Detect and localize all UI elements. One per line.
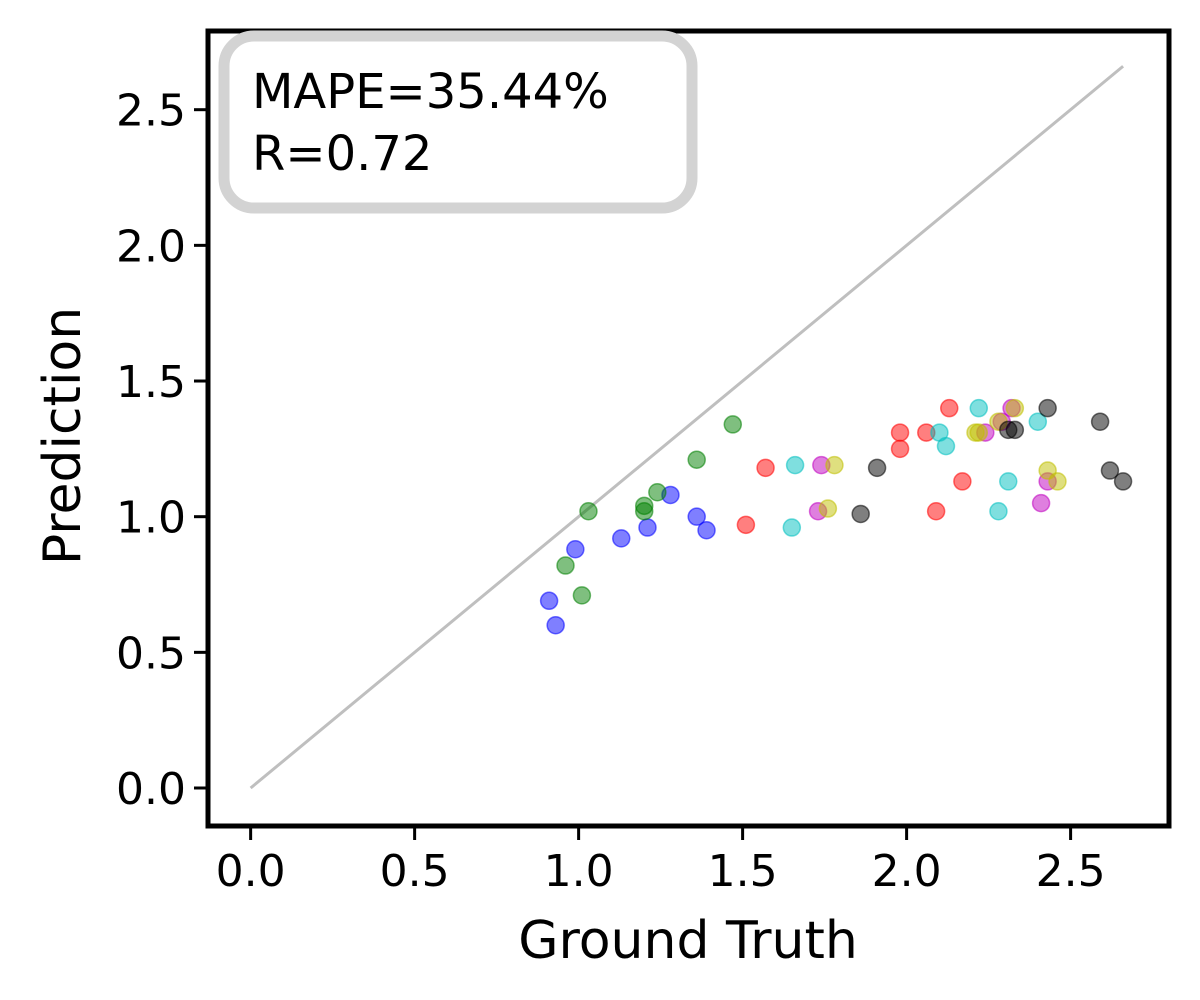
data-point	[785, 455, 805, 475]
data-point	[1048, 472, 1067, 491]
y-tick-label: 2.5	[116, 86, 186, 137]
data-point	[723, 415, 743, 434]
identity-line	[249, 65, 1125, 790]
x-tick-label: 0.0	[216, 846, 286, 897]
data-point	[756, 458, 775, 478]
data-point	[867, 458, 887, 478]
data-point	[969, 423, 989, 442]
metrics-box-border	[218, 30, 698, 214]
data-point	[697, 520, 716, 540]
data-point	[687, 450, 706, 469]
data-point	[736, 515, 756, 535]
data-point	[1090, 412, 1110, 431]
r-value-text: R=0.72	[252, 126, 432, 182]
data-point	[782, 518, 802, 537]
data-point	[890, 423, 910, 442]
data-point	[825, 455, 844, 475]
y-tick-label: 2.0	[116, 221, 186, 272]
x-axis: 0.0 0.5 1.0 1.5 2.0 2.5	[216, 826, 1106, 897]
data-point	[687, 507, 706, 526]
data-point	[851, 504, 870, 524]
data-point	[1038, 398, 1057, 418]
x-tick-label: 2.0	[872, 846, 942, 897]
data-point	[648, 483, 667, 502]
y-tick-label: 0.0	[116, 764, 186, 815]
y-axis: 0.0 0.5 1.0 1.5 2.0 2.5	[116, 86, 208, 815]
x-axis-label: Ground Truth	[518, 911, 858, 971]
x-tick-label: 1.0	[544, 846, 614, 897]
data-point	[638, 518, 657, 537]
data-point	[969, 398, 989, 418]
data-point	[818, 499, 838, 518]
data-point	[566, 539, 585, 559]
mape-text: MAPE=35.44%	[252, 64, 609, 120]
y-tick-label: 0.5	[116, 628, 186, 679]
data-point	[546, 615, 565, 635]
y-tick-label: 1.5	[116, 357, 186, 408]
data-point	[612, 529, 631, 548]
x-tick-label: 2.5	[1036, 846, 1106, 897]
data-point	[579, 502, 598, 521]
data-point	[1113, 472, 1133, 491]
data-point	[939, 398, 959, 418]
data-point	[989, 502, 1008, 521]
plot-frame	[205, 28, 1172, 829]
data-point	[1028, 412, 1048, 431]
y-axis-label: Prediction	[33, 307, 93, 565]
data-point	[953, 472, 972, 491]
data-point	[890, 439, 910, 459]
data-point	[926, 502, 946, 521]
data-point	[1100, 461, 1120, 480]
data-point	[1005, 398, 1025, 418]
data-point	[634, 496, 654, 516]
data-point	[999, 472, 1018, 491]
identity-line-layer	[249, 65, 1125, 790]
data-point	[936, 436, 956, 456]
data-point	[1005, 420, 1025, 440]
points-layer	[539, 398, 1133, 635]
data-point	[572, 586, 592, 605]
x-tick-label: 0.5	[380, 846, 450, 897]
y-tick-label: 1.0	[116, 493, 186, 544]
data-point	[1031, 493, 1051, 513]
x-tick-label: 1.5	[708, 846, 778, 897]
data-point	[539, 591, 559, 611]
data-point	[556, 556, 575, 575]
metrics-legend-box: MAPE=35.44% R=0.72	[218, 30, 698, 214]
